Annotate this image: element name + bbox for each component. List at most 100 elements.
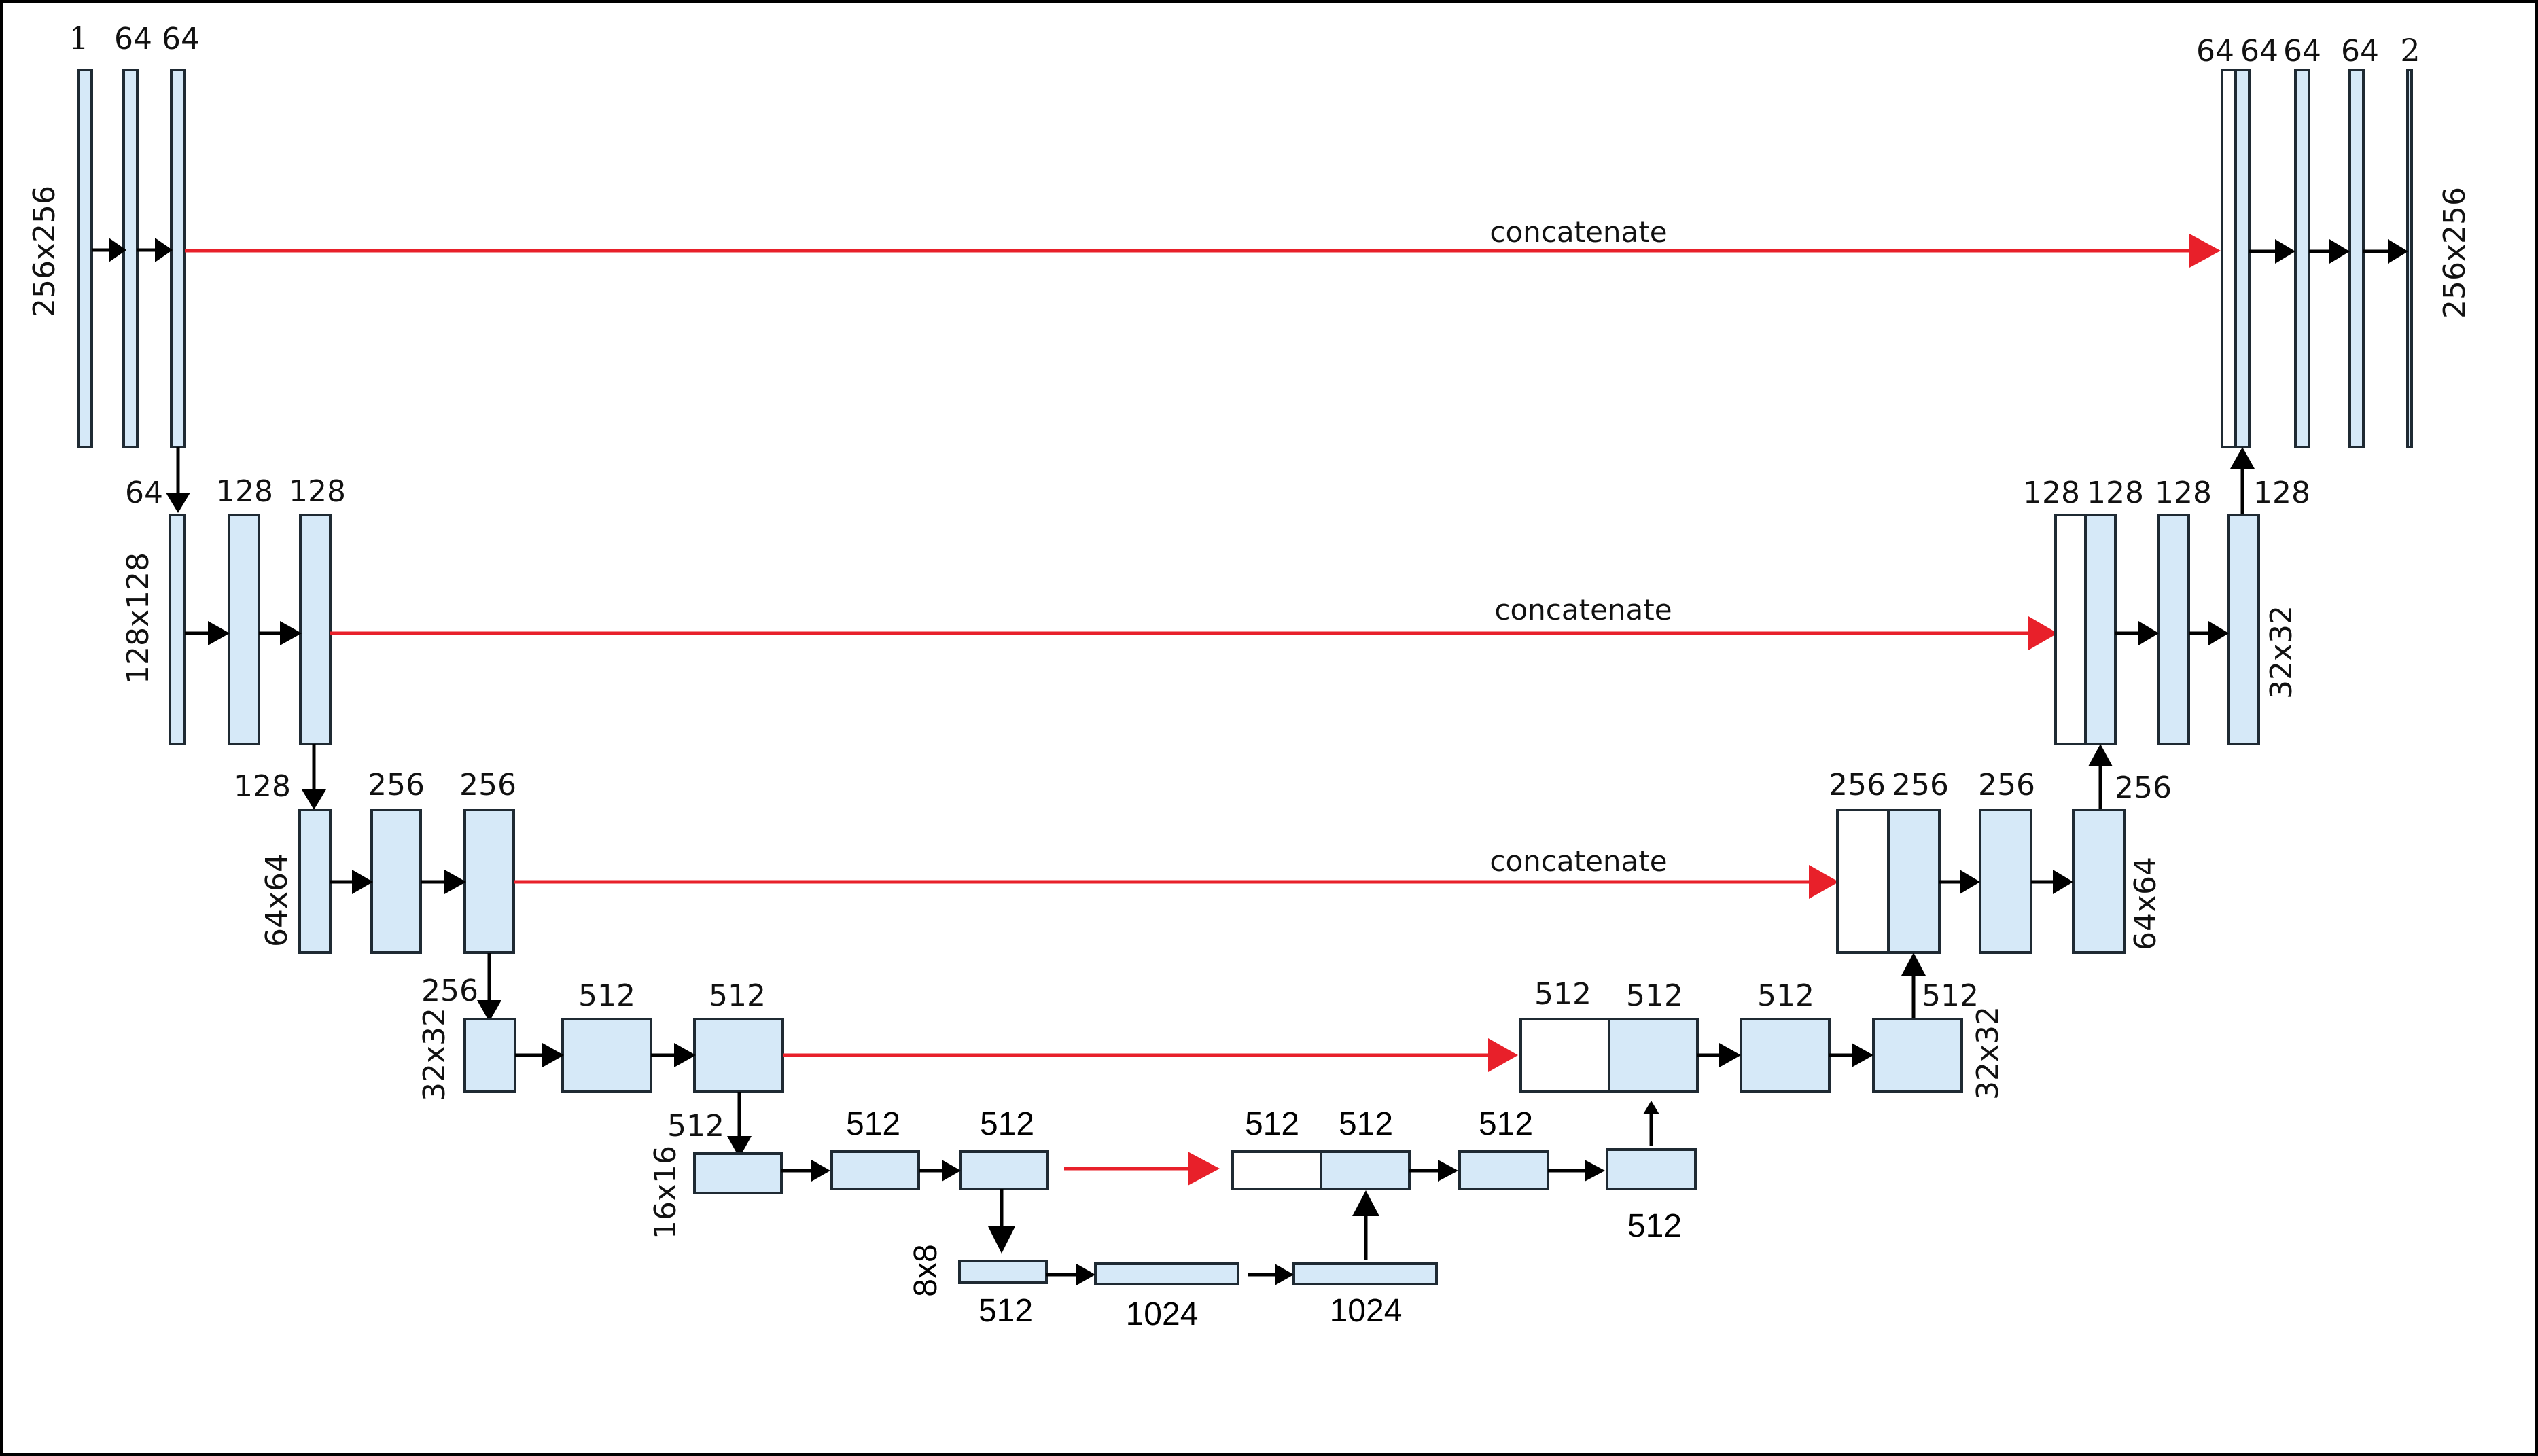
l4-dec-size-label: 32x32 — [1971, 1006, 2005, 1100]
l5-dec-block-3 — [1606, 1148, 1697, 1190]
l2-dec-label-1: 128 — [2023, 476, 2080, 510]
l2-dec-label-4: 128 — [2253, 476, 2310, 510]
l3-dec-label-4: 256 — [2115, 770, 2172, 805]
bottleneck-label-1: 512 — [979, 1293, 1033, 1329]
l3-dec-label-3: 256 — [1978, 768, 2035, 802]
l1-down-arrowhead — [166, 493, 190, 513]
l2-size-label: 128x128 — [121, 552, 156, 684]
l4-dec-label-4: 512 — [1922, 978, 1979, 1013]
concatenate-label-2: concatenate — [1494, 593, 1672, 626]
skip-connection-2: concatenate — [330, 593, 2058, 650]
bottleneck-size-label: 8x8 — [908, 1244, 944, 1296]
l1-arrowhead-2 — [155, 238, 173, 262]
l1-dec-white-block — [2221, 69, 2237, 448]
l3-dec-block-2 — [1979, 809, 2032, 954]
l1-enc-block-2 — [122, 69, 139, 448]
l1-arrowhead-1 — [109, 238, 126, 262]
l1-dec-block-3 — [2348, 69, 2365, 448]
level5-decoder: 512 512 512 512 — [1231, 1106, 1697, 1260]
l5-dec-block-2 — [1458, 1150, 1549, 1190]
l5-dec-label-3: 512 — [1479, 1106, 1533, 1142]
bottleneck-label-3: 1024 — [1330, 1293, 1403, 1329]
l1-enc-label-2: 64 — [114, 22, 152, 56]
bottleneck: 512 1024 1024 8x8 — [908, 1244, 1438, 1332]
bottleneck-block-1 — [958, 1260, 1048, 1284]
l3-size-label: 64x64 — [260, 853, 294, 947]
l3-dec-size-label: 64x64 — [2128, 857, 2163, 951]
l3-enc-label-3: 256 — [459, 768, 516, 802]
l2-dec-label-3: 128 — [2155, 476, 2212, 510]
l5-enc-block-2 — [830, 1150, 920, 1190]
l2-enc-label-1: 64 — [125, 476, 163, 510]
level3-encoder: 128 256 256 64x64 — [234, 768, 516, 1022]
l2-dec-block-1 — [2084, 514, 2117, 745]
l2-dec-size-label: 32x32 — [2264, 605, 2299, 699]
l4-enc-block-1 — [463, 1018, 516, 1093]
level4-encoder: 256 512 512 32x32 — [417, 974, 784, 1158]
l2-enc-block-2 — [228, 514, 260, 745]
l1-enc-block-3 — [170, 69, 186, 448]
l5-dec-label-4: 512 — [1627, 1208, 1682, 1244]
l1-dec-output-block — [2406, 69, 2413, 448]
l1-enc-label-1: 1 — [69, 20, 88, 56]
l5-dec-label-1: 512 — [1245, 1106, 1299, 1142]
l5-enc-block-1 — [693, 1152, 783, 1194]
l1-enc-block-1 — [77, 69, 93, 448]
l3-enc-block-2 — [370, 809, 422, 954]
l5-dec-white-block — [1231, 1150, 1322, 1190]
level2-encoder: 64 128 128 128x128 — [121, 474, 346, 810]
l3-enc-block-1 — [298, 809, 332, 954]
l1-dec-label-5: 2 — [2400, 32, 2420, 69]
skip-connection-4 — [783, 1038, 1518, 1072]
l4-size-label: 32x32 — [417, 1008, 452, 1101]
l4-dec-label-3: 512 — [1757, 978, 1814, 1013]
l4-dec-white-block — [1519, 1018, 1610, 1093]
level5-encoder: 512 512 512 16x16 — [648, 1106, 1049, 1254]
bottleneck-block-3 — [1292, 1262, 1438, 1285]
l3-enc-label-1: 128 — [234, 769, 291, 804]
l1-size-label: 256x256 — [27, 185, 62, 317]
l2-dec-white-block — [2054, 514, 2087, 745]
l4-enc-label-3: 512 — [709, 978, 766, 1013]
l3-dec-block-1 — [1887, 809, 1941, 954]
l2-enc-block-1 — [169, 514, 186, 745]
l5-enc-label-3: 512 — [980, 1106, 1034, 1142]
l5-enc-block-3 — [959, 1150, 1049, 1190]
l3-dec-block-3 — [2072, 809, 2126, 954]
l3-enc-block-3 — [463, 809, 515, 954]
skip-connection-1: concatenate — [185, 215, 2221, 268]
l2-enc-label-2: 128 — [216, 474, 273, 509]
l3-dec-white-block — [1836, 809, 1890, 954]
skip-connection-3: concatenate — [514, 845, 1839, 899]
l4-enc-label-2: 512 — [578, 978, 635, 1013]
l2-dec-block-3 — [2227, 514, 2260, 745]
l1-dec-label-2: 64 — [2240, 34, 2278, 69]
l3-dec-label-2: 256 — [1892, 768, 1949, 802]
bottleneck-block-2 — [1094, 1262, 1239, 1285]
l4-dec-label-1: 512 — [1534, 977, 1591, 1012]
l3-dec-label-1: 256 — [1829, 768, 1886, 802]
skip-connection-5 — [1064, 1152, 1220, 1186]
l5-dec-label-2: 512 — [1339, 1106, 1393, 1142]
l1-dec-label-1: 64 — [2196, 34, 2234, 69]
level1-decoder: 64 64 64 64 2 256x256 — [2196, 32, 2472, 515]
l1-dec-label-4: 64 — [2341, 34, 2379, 69]
l1-dec-label-3: 64 — [2283, 34, 2321, 69]
l1-dec-size-label: 256x256 — [2437, 187, 2472, 319]
l4-enc-block-2 — [561, 1018, 652, 1093]
l2-dec-label-2: 128 — [2087, 476, 2144, 510]
l1-enc-label-3: 64 — [162, 22, 200, 56]
l5-enc-label-2: 512 — [846, 1106, 900, 1142]
l4-dec-block-1 — [1608, 1018, 1699, 1093]
level1-encoder: 1 64 64 256x256 — [27, 20, 200, 513]
l2-dec-block-2 — [2157, 514, 2190, 745]
l5-enc-label-1: 512 — [667, 1109, 724, 1143]
l4-enc-label-1: 256 — [421, 974, 478, 1008]
l3-enc-label-2: 256 — [368, 768, 425, 802]
l1-dec-block-2 — [2294, 69, 2310, 448]
l5-dec-block-1 — [1320, 1150, 1411, 1190]
l4-dec-block-3 — [1872, 1018, 1963, 1093]
l1-dec-block-1 — [2234, 69, 2251, 448]
l4-dec-block-2 — [1740, 1018, 1831, 1093]
